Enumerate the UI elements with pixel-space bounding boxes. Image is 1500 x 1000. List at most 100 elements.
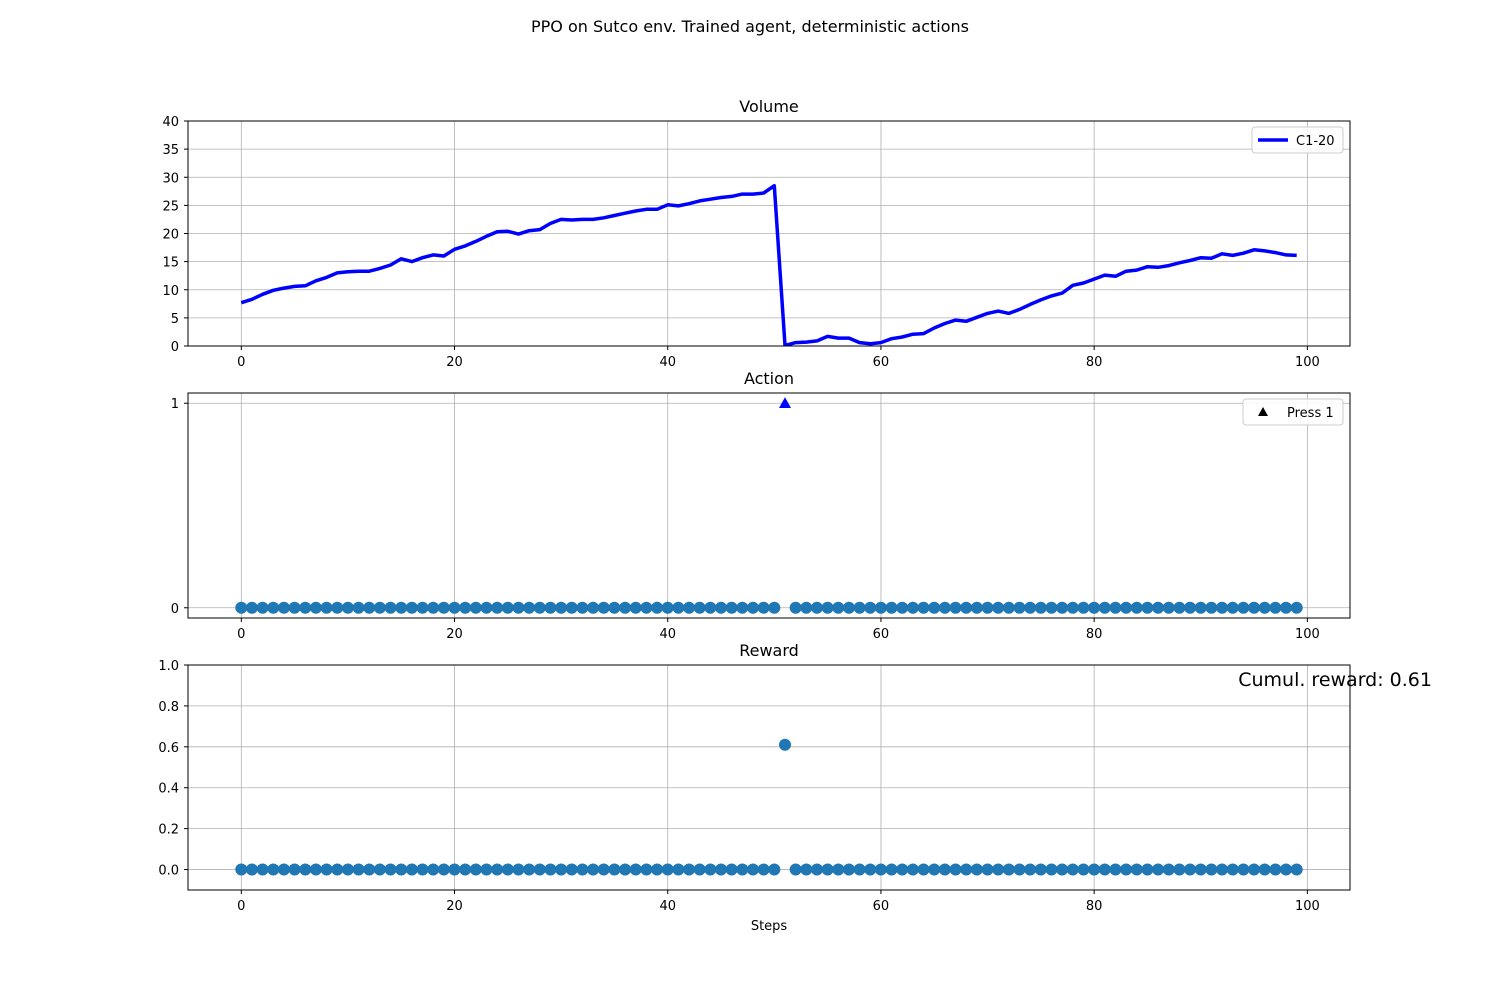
x-tick-label: 40 xyxy=(659,899,676,914)
data-point xyxy=(533,601,546,614)
data-point xyxy=(587,863,600,876)
x-tick-label: 80 xyxy=(1086,355,1103,370)
data-point xyxy=(747,601,760,614)
data-point xyxy=(523,863,536,876)
data-point xyxy=(1045,863,1058,876)
data-point xyxy=(970,863,983,876)
y-tick-label: 0 xyxy=(171,340,179,355)
x-tick-label: 0 xyxy=(237,627,245,642)
data-point xyxy=(1013,863,1026,876)
data-point xyxy=(544,601,557,614)
x-tick-label: 0 xyxy=(237,355,245,370)
data-point xyxy=(1002,863,1015,876)
data-point xyxy=(736,601,749,614)
y-tick-label: 0.2 xyxy=(158,823,179,838)
panel-volume: 0 20 40 60 80 100 0 5 10 15 20 25 30 35 40 Volume C1-20 xyxy=(162,97,1351,370)
data-point xyxy=(1088,601,1101,614)
y-tick-label: 1 xyxy=(171,397,179,412)
data-point xyxy=(309,601,322,614)
x-tick-label: 100 xyxy=(1295,899,1320,914)
data-point xyxy=(341,601,354,614)
data-point-triangle xyxy=(778,397,791,409)
data-point xyxy=(683,601,696,614)
data-point xyxy=(949,601,962,614)
data-point xyxy=(800,601,813,614)
data-point xyxy=(288,601,301,614)
data-point xyxy=(565,863,578,876)
data-point xyxy=(928,601,941,614)
data-point xyxy=(917,863,930,876)
x-tick-label: 20 xyxy=(446,355,463,370)
data-point xyxy=(1141,601,1154,614)
data-point xyxy=(597,601,610,614)
x-tick-label: 0 xyxy=(237,899,245,914)
data-point xyxy=(704,863,717,876)
data-point xyxy=(1216,863,1229,876)
axes-frame xyxy=(187,664,1351,891)
data-point xyxy=(651,601,664,614)
panel-title: Volume xyxy=(739,97,799,116)
data-point xyxy=(1034,601,1047,614)
data-point xyxy=(715,601,728,614)
legend: C1-20 xyxy=(1251,126,1344,154)
data-point xyxy=(938,863,951,876)
data-point xyxy=(1162,863,1175,876)
legend-box xyxy=(1251,126,1344,154)
data-point xyxy=(928,863,941,876)
data-point xyxy=(1173,601,1186,614)
data-point xyxy=(384,601,397,614)
data-point xyxy=(480,601,493,614)
data-point xyxy=(1002,601,1015,614)
data-point xyxy=(885,863,898,876)
data-point xyxy=(874,601,887,614)
data-point xyxy=(459,601,472,614)
data-point xyxy=(640,863,653,876)
data-point xyxy=(1109,601,1122,614)
axes-frame xyxy=(187,392,1351,619)
data-point xyxy=(832,601,845,614)
data-point xyxy=(448,601,461,614)
x-tick-label: 60 xyxy=(873,899,890,914)
data-point xyxy=(235,601,248,614)
data-point xyxy=(800,863,813,876)
y-tick-label: 1.0 xyxy=(158,659,179,674)
data-point xyxy=(1098,601,1111,614)
data-point xyxy=(1162,601,1175,614)
plot-area xyxy=(235,397,1303,614)
data-point xyxy=(842,601,855,614)
data-point xyxy=(747,863,760,876)
data-point xyxy=(608,863,621,876)
data-point xyxy=(864,863,877,876)
data-point xyxy=(405,601,418,614)
data-point xyxy=(725,601,738,614)
data-point xyxy=(416,601,429,614)
x-tick-label: 100 xyxy=(1295,355,1320,370)
series-line-c1-20 xyxy=(240,183,1297,346)
data-point xyxy=(235,863,248,876)
data-point xyxy=(661,863,674,876)
data-point xyxy=(1152,863,1165,876)
data-point xyxy=(256,601,269,614)
data-point xyxy=(437,601,450,614)
data-point xyxy=(395,863,408,876)
data-point xyxy=(821,601,834,614)
data-point xyxy=(1194,601,1207,614)
data-point xyxy=(597,863,610,876)
data-point xyxy=(331,863,344,876)
data-point xyxy=(1109,863,1122,876)
data-point xyxy=(1077,863,1090,876)
data-point xyxy=(501,601,514,614)
data-point xyxy=(981,601,994,614)
data-point xyxy=(512,863,525,876)
data-point xyxy=(810,863,823,876)
data-point xyxy=(1269,601,1282,614)
data-point xyxy=(651,863,664,876)
data-point xyxy=(1088,863,1101,876)
data-point xyxy=(640,601,653,614)
data-point xyxy=(1248,863,1261,876)
data-point xyxy=(789,601,802,614)
data-point xyxy=(363,863,376,876)
panel-title: Action xyxy=(744,369,794,388)
x-tick-label: 100 xyxy=(1295,627,1320,642)
